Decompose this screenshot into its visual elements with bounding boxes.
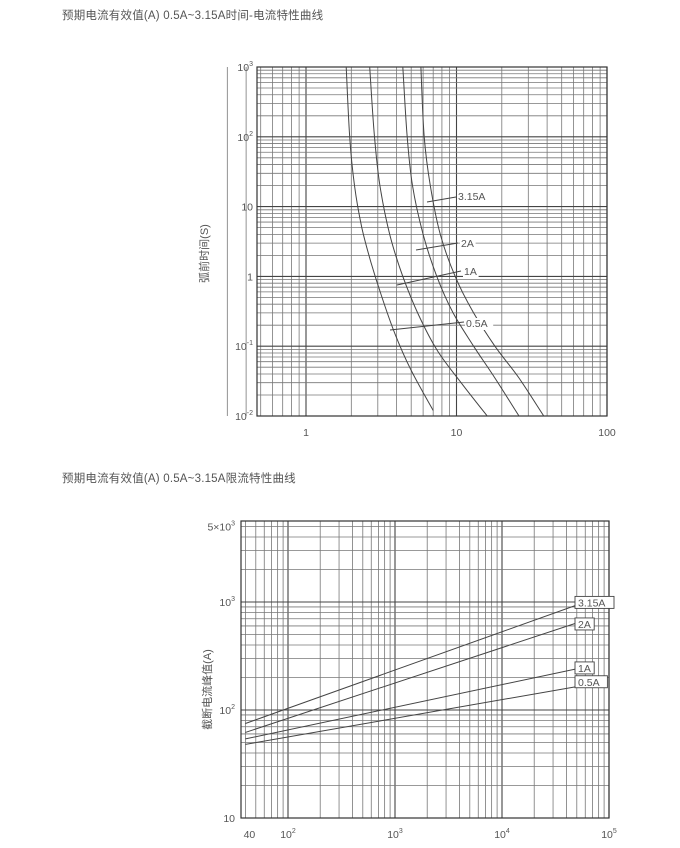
cl-y-tick-label: 5×103 xyxy=(207,521,235,534)
tc-y-tick-label: 10-1 xyxy=(235,340,253,353)
cl-y-tick-label: 102 xyxy=(219,704,235,717)
tc-label-bg xyxy=(463,266,479,278)
cl-label-box-2A xyxy=(574,617,595,631)
tc-curve-3.15A xyxy=(420,66,545,417)
cl-line-2A xyxy=(245,619,586,733)
cl-y-tick-label: 10 xyxy=(223,813,235,825)
tc-series-label-1A: 1A xyxy=(464,266,477,278)
cl-line-3.15A xyxy=(245,601,586,724)
tc-leader-3.15A xyxy=(426,196,457,203)
tc-y-tick-label: 103 xyxy=(237,61,253,74)
tc-y-tick-label: 10 xyxy=(241,202,253,214)
tc-plot-frame xyxy=(256,66,608,417)
cl-label-box-3.15A xyxy=(574,595,615,609)
cl-x-tick-label: 102 xyxy=(280,828,296,841)
tc-curve-0.5A xyxy=(345,66,434,411)
cl-series-label-0.5A: 0.5A xyxy=(578,677,600,689)
cl-series-label-3.15A: 3.15A xyxy=(578,597,605,609)
tc-label-bg xyxy=(465,318,494,330)
cl-plot-frame xyxy=(240,520,610,819)
cl-x-tick-label: 105 xyxy=(601,828,617,841)
tc-series-label-0.5A: 0.5A xyxy=(466,318,488,330)
cl-y-tick-label: 103 xyxy=(219,596,235,609)
cl-label-box-0.5A xyxy=(574,675,608,689)
top-chart-heading: 预期电流有效值(A) 0.5A~3.15A时间-电流特性曲线 xyxy=(62,10,324,22)
cl-series-label-2A: 2A xyxy=(578,619,591,631)
tc-x-tick-label: 10 xyxy=(451,427,463,439)
tc-leader-1A xyxy=(396,270,462,286)
tc-label-bg xyxy=(457,191,492,203)
tc-series-label-2A: 2A xyxy=(461,238,474,250)
tc-leader-2A xyxy=(415,242,459,251)
tc-y-tick-label: 1 xyxy=(247,271,253,283)
tc-label-bg xyxy=(460,238,476,250)
cl-line-1A xyxy=(245,666,586,740)
tc-x-tick-label: 100 xyxy=(598,427,616,439)
bottom-chart-heading: 预期电流有效值(A) 0.5A~3.15A限流特性曲线 xyxy=(62,473,296,485)
cl-x-tick-label: 103 xyxy=(387,828,403,841)
cl-label-box-1A xyxy=(574,661,595,675)
cl-line-0.5A xyxy=(245,684,586,745)
tc-curve-1A xyxy=(369,66,488,417)
tc-x-tick-label: 1 xyxy=(303,427,309,439)
cl-series-label-1A: 1A xyxy=(578,663,591,675)
tc-series-label-3.15A: 3.15A xyxy=(458,191,485,203)
cl-x-tick-label: 104 xyxy=(494,828,510,841)
cl-x-tick-label: 40 xyxy=(244,829,256,841)
tc-y-tick-label: 10-2 xyxy=(235,410,253,423)
cl-y-axis-label: 截断电流峰值(A) xyxy=(200,649,214,730)
tc-y-tick-label: 102 xyxy=(237,131,253,144)
tc-y-axis-label: 弧前时间(S) xyxy=(197,224,211,283)
tc-leader-0.5A xyxy=(389,321,465,331)
